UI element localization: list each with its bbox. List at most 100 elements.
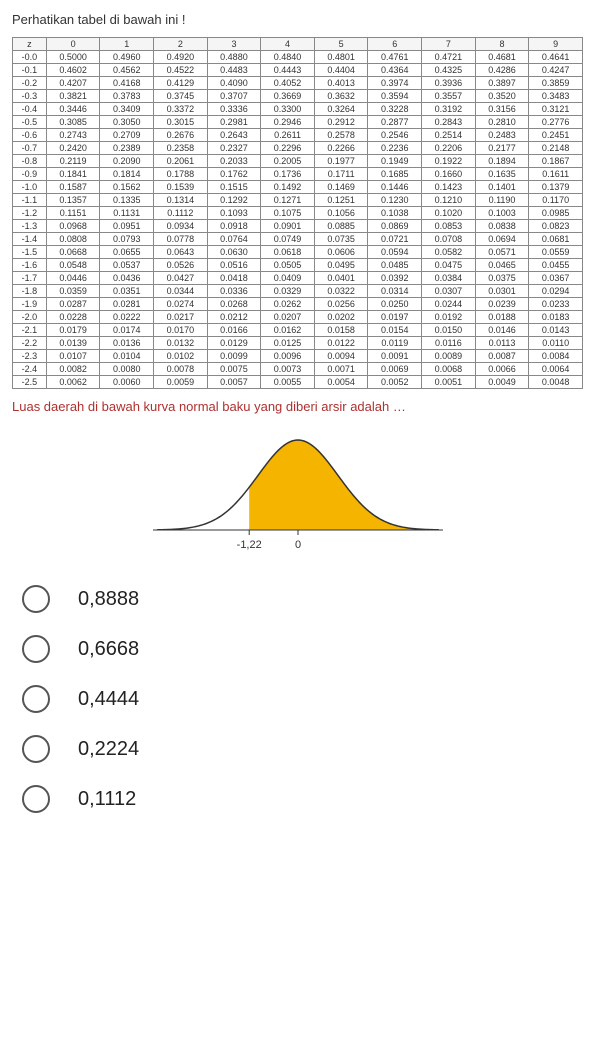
z-table-cell: 0.0708 bbox=[422, 233, 476, 246]
z-table-cell: 0.3897 bbox=[475, 77, 529, 90]
radio-icon[interactable] bbox=[22, 635, 50, 663]
z-table-cell: 0.0071 bbox=[314, 363, 368, 376]
z-table-cell: 0.4801 bbox=[314, 51, 368, 64]
radio-icon[interactable] bbox=[22, 735, 50, 763]
z-table-cell: 0.0465 bbox=[475, 259, 529, 272]
z-table-row-header: -1.7 bbox=[13, 272, 47, 285]
z-table-cell: 0.3121 bbox=[529, 103, 583, 116]
z-table-cell: 0.0838 bbox=[475, 220, 529, 233]
z-table-cell: 0.1093 bbox=[207, 207, 261, 220]
z-table-cell: 0.5000 bbox=[46, 51, 100, 64]
answer-option[interactable]: 0,4444 bbox=[22, 685, 583, 713]
z-table-cell: 0.3821 bbox=[46, 90, 100, 103]
z-table-cell: 0.0075 bbox=[207, 363, 261, 376]
z-table-cell: 0.2578 bbox=[314, 129, 368, 142]
z-table-cell: 0.1038 bbox=[368, 207, 422, 220]
z-table-cell: 0.0082 bbox=[46, 363, 100, 376]
z-table-cell: 0.2611 bbox=[261, 129, 315, 142]
answer-option[interactable]: 0,6668 bbox=[22, 635, 583, 663]
z-table-cell: 0.3050 bbox=[100, 116, 154, 129]
z-table-cell: 0.2358 bbox=[154, 142, 208, 155]
z-table-col-header: 2 bbox=[154, 38, 208, 51]
z-table-cell: 0.1446 bbox=[368, 181, 422, 194]
z-table-cell: 0.1230 bbox=[368, 194, 422, 207]
z-table-cell: 0.0192 bbox=[422, 311, 476, 324]
z-table-cell: 0.1423 bbox=[422, 181, 476, 194]
z-table-cell: 0.0057 bbox=[207, 376, 261, 389]
z-table-row-header: -0.3 bbox=[13, 90, 47, 103]
z-table-cell: 0.4247 bbox=[529, 64, 583, 77]
z-table-cell: 0.0869 bbox=[368, 220, 422, 233]
z-table-cell: 0.3483 bbox=[529, 90, 583, 103]
z-table-cell: 0.0329 bbox=[261, 285, 315, 298]
z-table-cell: 0.0721 bbox=[368, 233, 422, 246]
z-table-cell: 0.1492 bbox=[261, 181, 315, 194]
z-table-cell: 0.1210 bbox=[422, 194, 476, 207]
z-table-cell: 0.0084 bbox=[529, 350, 583, 363]
z-table-cell: 0.0655 bbox=[100, 246, 154, 259]
z-table-cell: 0.0239 bbox=[475, 298, 529, 311]
z-table-cell: 0.0901 bbox=[261, 220, 315, 233]
z-table-row-header: -1.0 bbox=[13, 181, 47, 194]
z-table-cell: 0.3707 bbox=[207, 90, 261, 103]
z-table-cell: 0.2033 bbox=[207, 155, 261, 168]
z-table-cell: 0.4207 bbox=[46, 77, 100, 90]
option-label: 0,8888 bbox=[78, 588, 139, 611]
z-table-cell: 0.2776 bbox=[529, 116, 583, 129]
z-table-cell: 0.3336 bbox=[207, 103, 261, 116]
answer-option[interactable]: 0,2224 bbox=[22, 735, 583, 763]
z-table-cell: 0.0853 bbox=[422, 220, 476, 233]
z-table-row-header: -1.3 bbox=[13, 220, 47, 233]
z-table-cell: 0.1841 bbox=[46, 168, 100, 181]
z-table-cell: 0.0078 bbox=[154, 363, 208, 376]
z-table-cell: 0.0262 bbox=[261, 298, 315, 311]
z-table-cell: 0.0571 bbox=[475, 246, 529, 259]
z-table-cell: 0.0668 bbox=[46, 246, 100, 259]
z-table-cell: 0.0113 bbox=[475, 337, 529, 350]
radio-icon[interactable] bbox=[22, 685, 50, 713]
z-table-cell: 0.2420 bbox=[46, 142, 100, 155]
z-table-cell: 0.0694 bbox=[475, 233, 529, 246]
z-table-cell: 0.1685 bbox=[368, 168, 422, 181]
z-table-cell: 0.0087 bbox=[475, 350, 529, 363]
z-table-cell: 0.0314 bbox=[368, 285, 422, 298]
z-table-cell: 0.0934 bbox=[154, 220, 208, 233]
z-table-cell: 0.1635 bbox=[475, 168, 529, 181]
z-table-cell: 0.1075 bbox=[261, 207, 315, 220]
z-table-cell: 0.0505 bbox=[261, 259, 315, 272]
z-table-cell: 0.1003 bbox=[475, 207, 529, 220]
z-table-cell: 0.3557 bbox=[422, 90, 476, 103]
z-table-row-header: -0.2 bbox=[13, 77, 47, 90]
radio-icon[interactable] bbox=[22, 785, 50, 813]
z-table-cell: 0.0062 bbox=[46, 376, 100, 389]
z-table-cell: 0.0548 bbox=[46, 259, 100, 272]
z-table-cell: 0.0150 bbox=[422, 324, 476, 337]
z-table-cell: 0.3085 bbox=[46, 116, 100, 129]
z-table-row-header: -0.5 bbox=[13, 116, 47, 129]
z-table-cell: 0.0274 bbox=[154, 298, 208, 311]
z-table-cell: 0.0158 bbox=[314, 324, 368, 337]
z-table-cell: 0.2743 bbox=[46, 129, 100, 142]
z-table-cell: 0.0778 bbox=[154, 233, 208, 246]
z-table-cell: 0.0455 bbox=[529, 259, 583, 272]
z-table-cell: 0.0139 bbox=[46, 337, 100, 350]
z-table-row-header: -2.4 bbox=[13, 363, 47, 376]
z-table-cell: 0.0268 bbox=[207, 298, 261, 311]
z-table-cell: 0.0643 bbox=[154, 246, 208, 259]
radio-icon[interactable] bbox=[22, 585, 50, 613]
z-table-cell: 0.0681 bbox=[529, 233, 583, 246]
z-table-cell: 0.2843 bbox=[422, 116, 476, 129]
option-label: 0,2224 bbox=[78, 738, 139, 761]
z-table-cell: 0.0606 bbox=[314, 246, 368, 259]
z-table-cell: 0.4129 bbox=[154, 77, 208, 90]
z-table-cell: 0.0301 bbox=[475, 285, 529, 298]
z-table-cell: 0.0749 bbox=[261, 233, 315, 246]
z-table-cell: 0.0136 bbox=[100, 337, 154, 350]
answer-option[interactable]: 0,8888 bbox=[22, 585, 583, 613]
z-table-cell: 0.1292 bbox=[207, 194, 261, 207]
z-table-cell: 0.4090 bbox=[207, 77, 261, 90]
axis-label-left: -1,22 bbox=[236, 539, 261, 551]
answer-option[interactable]: 0,1112 bbox=[22, 785, 583, 813]
z-table-cell: 0.0618 bbox=[261, 246, 315, 259]
z-table-cell: 0.3264 bbox=[314, 103, 368, 116]
